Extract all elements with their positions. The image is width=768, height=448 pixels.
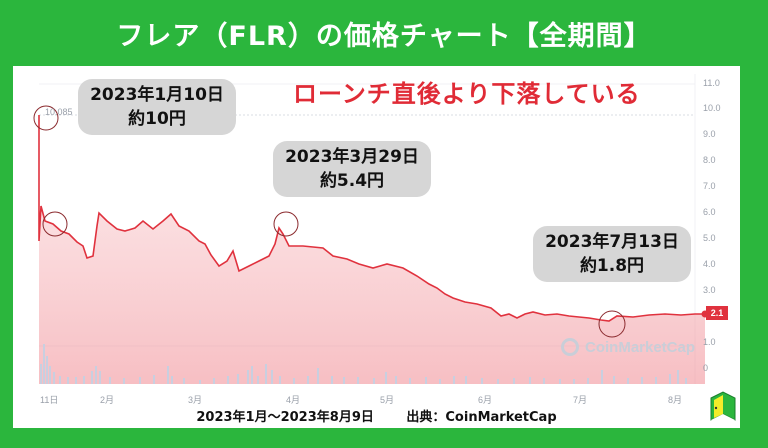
page-title: フレア（FLR）の価格チャート【全期間】 [116,20,652,52]
callout-jul: 2023年7月13日 約1.8円 [533,226,691,282]
callout-date: 2023年1月10日 [90,85,224,105]
volume-bars [40,344,687,384]
callout-price: 約10円 [128,109,186,129]
callout-price: 約5.4円 [319,171,385,191]
coinmarketcap-logo-icon [561,338,579,356]
highlight-circle-jan [33,105,59,131]
y-tick: 0 [703,363,709,373]
site-door-logo-icon [710,391,736,426]
y-tick: 10.0 [703,103,721,113]
callout-date: 2023年3月29日 [285,147,419,167]
x-tick: 11日 [40,395,59,405]
x-tick: 7月 [573,395,588,405]
peak-price-label: 10.085 [45,107,73,117]
callout-date: 2023年7月13日 [545,232,679,252]
x-tick: 4月 [286,395,301,405]
y-tick: 5.0 [703,233,716,243]
x-tick: 5月 [380,395,395,405]
current-price-badge: 2.1 [706,306,728,320]
y-tick: 1.0 [703,337,716,347]
callout-jan: 2023年1月10日 約10円 [78,79,236,135]
x-tick: 2月 [100,395,115,405]
highlight-circle-early [42,211,68,237]
y-tick: 9.0 [703,129,716,139]
watermark-text: CoinMarketCap [585,338,696,356]
chart-panel: 10.085 ローンチ直後より下落している 2023年1月10日 約10円 20… [13,66,740,428]
price-chart [33,74,709,384]
price-line [38,115,705,322]
x-tick: 6月 [478,395,493,405]
highlight-circle-jul [598,310,626,338]
y-tick: 6.0 [703,207,716,217]
y-tick: 11.0 [703,78,720,88]
x-tick: 8月 [668,395,683,405]
coinmarketcap-watermark: CoinMarketCap [561,338,695,356]
y-tick: 7.0 [703,181,716,191]
y-tick: 4.0 [703,259,716,269]
source-text: 出典：CoinMarketCap [406,410,557,425]
price-area [39,115,705,384]
y-tick: 3.0 [703,285,716,295]
x-tick: 3月 [188,395,203,405]
chart-footer: 2023年1月〜2023年8月9日 出典：CoinMarketCap [13,406,740,425]
highlight-circle-mar [273,211,299,237]
callout-mar: 2023年3月29日 約5.4円 [273,141,431,197]
headline-annotation: ローンチ直後より下落している [293,80,641,108]
callout-price: 約1.8円 [579,256,645,276]
period-text: 2023年1月〜2023年8月9日 [196,410,374,425]
y-tick: 8.0 [703,155,716,165]
